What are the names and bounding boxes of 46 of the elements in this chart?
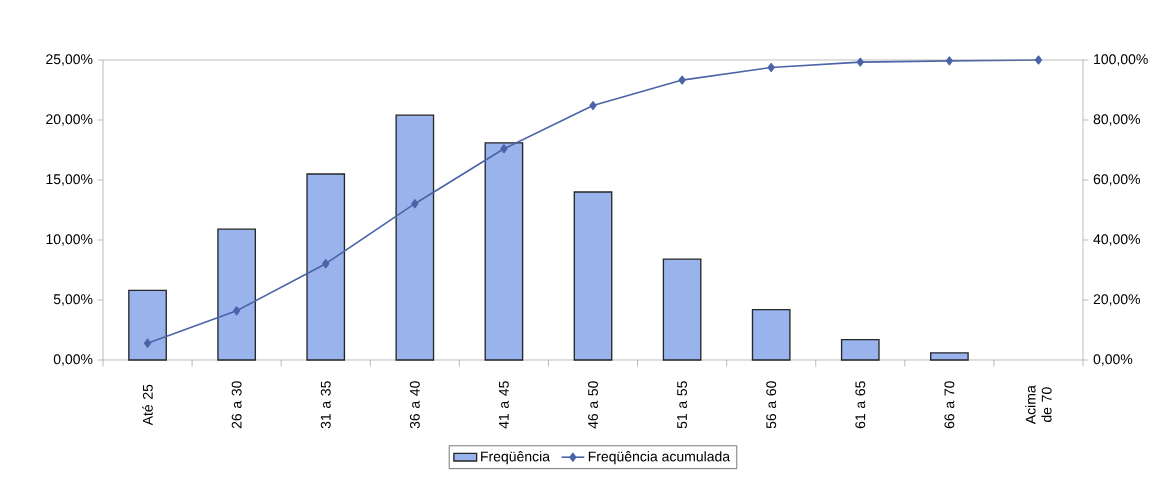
point bbox=[233, 306, 241, 316]
legend-label: Freqüência acumulada bbox=[588, 451, 731, 465]
y-tick-label: 20,00% bbox=[46, 114, 93, 126]
point bbox=[945, 56, 953, 66]
x-tick-label: 66 a 70 bbox=[944, 381, 955, 429]
point bbox=[411, 199, 419, 209]
bar bbox=[395, 114, 435, 361]
point bbox=[143, 338, 152, 348]
x-tick-label: 26 a 30 bbox=[231, 381, 242, 429]
x-tick-label: 46 a 50 bbox=[588, 381, 598, 429]
x-tick-label: Acima de 70 bbox=[1025, 385, 1052, 425]
y-tick-label: 10,00% bbox=[46, 234, 93, 246]
y-tick-label: 0,00% bbox=[53, 354, 93, 366]
x-tick-label: 61 a 65 bbox=[855, 381, 866, 429]
bar bbox=[840, 338, 880, 361]
y-tick-label: 25,00% bbox=[46, 54, 93, 66]
x-tick-label: 41 a 45 bbox=[499, 381, 509, 429]
bar bbox=[217, 228, 257, 361]
y2-tick-label: 40,00% bbox=[1093, 234, 1141, 246]
y2-tick-label: 80,00% bbox=[1093, 114, 1141, 126]
bar bbox=[573, 191, 613, 361]
point bbox=[500, 144, 508, 154]
bar bbox=[484, 142, 524, 361]
x-tick-label: 36 a 40 bbox=[409, 381, 420, 429]
bar bbox=[930, 352, 969, 361]
bar bbox=[128, 289, 167, 361]
point bbox=[767, 62, 775, 73]
bar bbox=[306, 173, 346, 361]
y2-tick-label: 100,00% bbox=[1094, 54, 1148, 66]
y-tick-label: 5,00% bbox=[53, 294, 93, 306]
y-tick-label: 15,00% bbox=[46, 174, 93, 186]
y2-tick-label: 0,00% bbox=[1093, 354, 1133, 366]
x-tick-label: 31 a 35 bbox=[320, 381, 331, 429]
x-tick-label: Até 25 bbox=[142, 384, 153, 426]
point bbox=[322, 259, 330, 269]
point bbox=[856, 57, 864, 67]
x-tick-label: 56 a 60 bbox=[766, 381, 777, 429]
point bbox=[678, 75, 686, 85]
bar bbox=[662, 258, 702, 361]
x-tick-label: 51 a 55 bbox=[677, 381, 687, 429]
bar bbox=[751, 308, 791, 361]
point bbox=[1034, 55, 1043, 65]
point bbox=[589, 101, 597, 111]
y2-tick-label: 20,00% bbox=[1093, 294, 1141, 306]
legend-label: Freqüência bbox=[481, 451, 550, 465]
y2-tick-label: 60,00% bbox=[1093, 174, 1141, 186]
